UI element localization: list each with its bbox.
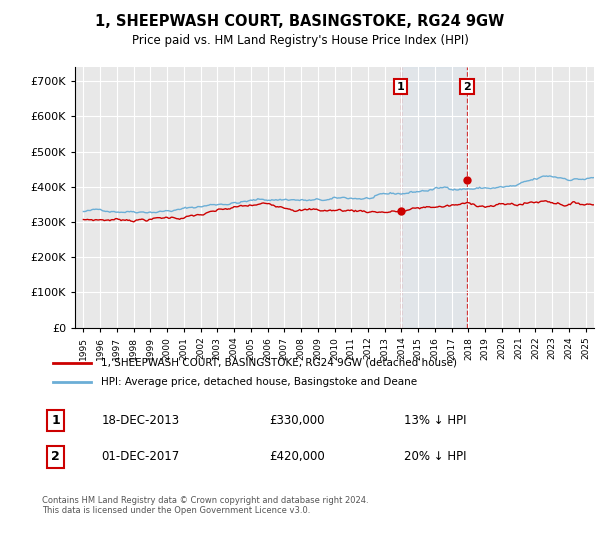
Text: 2: 2 (463, 82, 471, 91)
Text: Price paid vs. HM Land Registry's House Price Index (HPI): Price paid vs. HM Land Registry's House … (131, 34, 469, 46)
Text: £420,000: £420,000 (269, 450, 325, 464)
Text: 1, SHEEPWASH COURT, BASINGSTOKE, RG24 9GW: 1, SHEEPWASH COURT, BASINGSTOKE, RG24 9G… (95, 14, 505, 29)
Text: 13% ↓ HPI: 13% ↓ HPI (404, 414, 466, 427)
Bar (401, 67, 467, 328)
Text: 20% ↓ HPI: 20% ↓ HPI (404, 450, 466, 464)
Text: HPI: Average price, detached house, Basingstoke and Deane: HPI: Average price, detached house, Basi… (101, 377, 418, 388)
Text: 2: 2 (51, 450, 60, 464)
Text: £330,000: £330,000 (269, 414, 325, 427)
Text: 1, SHEEPWASH COURT, BASINGSTOKE, RG24 9GW (detached house): 1, SHEEPWASH COURT, BASINGSTOKE, RG24 9G… (101, 357, 457, 367)
Text: 1: 1 (397, 82, 404, 91)
Text: Contains HM Land Registry data © Crown copyright and database right 2024.
This d: Contains HM Land Registry data © Crown c… (42, 496, 368, 515)
Text: 1: 1 (51, 414, 60, 427)
Text: 18-DEC-2013: 18-DEC-2013 (101, 414, 179, 427)
Text: 01-DEC-2017: 01-DEC-2017 (101, 450, 179, 464)
